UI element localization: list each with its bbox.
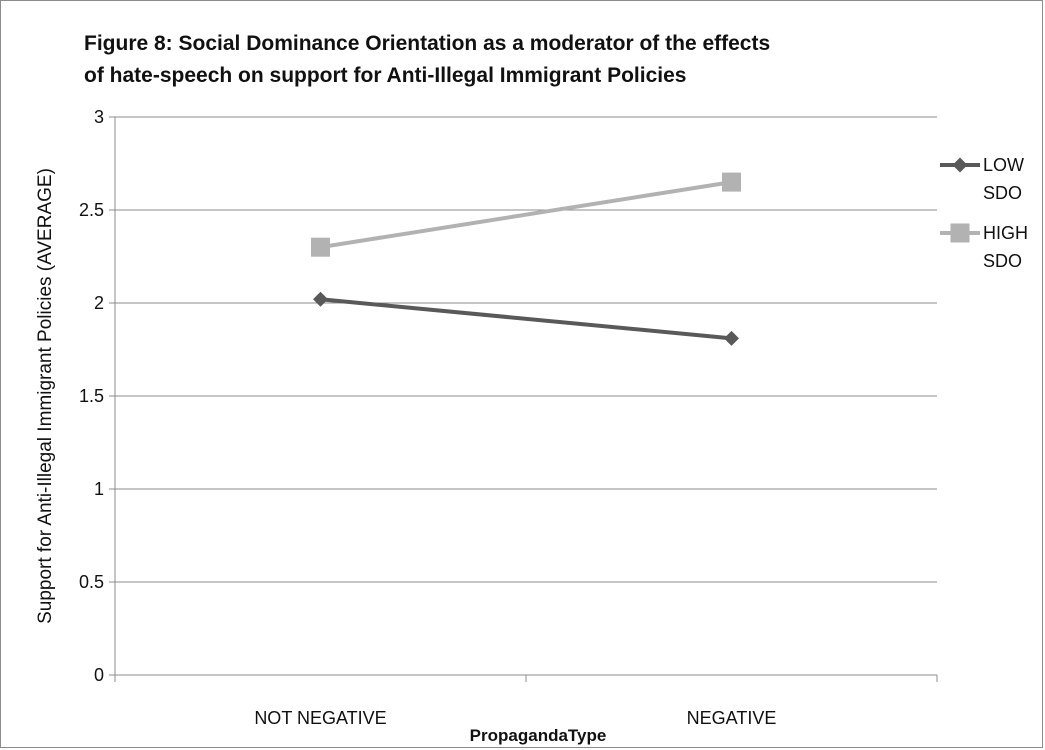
data-point-low-sdo — [724, 330, 739, 346]
legend-label-low-sdo: LOW — [983, 155, 1024, 175]
y-tick-label: 1.5 — [79, 386, 104, 406]
y-tick-label: 1 — [94, 479, 104, 499]
data-point-high-sdo — [311, 237, 330, 257]
x-axis-label: PropagandaType — [470, 726, 607, 745]
chart-title: Figure 8: Social Dominance Orientation a… — [84, 28, 984, 92]
y-tick-labels: 0 0.5 1 1.5 2 2.5 3 — [79, 107, 104, 685]
chart-title-line-2: of hate-speech on support for Anti-Illeg… — [84, 64, 687, 87]
gridlines — [115, 116, 937, 583]
x-tick-label: NEGATIVE — [687, 708, 777, 728]
y-axis-label: Support for Anti-Illegal Immigrant Polic… — [35, 168, 56, 624]
x-tick-labels: NOT NEGATIVE NEGATIVE — [254, 708, 776, 728]
series-line-high-sdo — [320, 180, 732, 250]
legend-label-high-sdo: HIGH — [983, 223, 1028, 243]
legend-marker-high-sdo — [950, 223, 970, 243]
y-tick-label: 2 — [94, 293, 104, 313]
y-tick-label: 0 — [94, 665, 104, 685]
x-tick-label: NOT NEGATIVE — [254, 708, 386, 728]
data-point-high-sdo — [722, 172, 741, 192]
y-tick-label: 0.5 — [79, 572, 104, 592]
series-line-low-sdo — [320, 297, 732, 341]
series-layer — [311, 172, 741, 346]
legend-label-low-sdo: SDO — [983, 183, 1022, 203]
y-tick-label: 2.5 — [79, 200, 104, 220]
legend-marker-low-sdo — [952, 157, 968, 173]
data-point-low-sdo — [313, 291, 328, 307]
axes — [109, 116, 938, 682]
legend: LOW SDO HIGH SDO — [940, 155, 1028, 271]
y-tick-label: 3 — [94, 107, 104, 127]
chart-title-line-1: Figure 8: Social Dominance Orientation a… — [84, 32, 771, 55]
legend-label-high-sdo: SDO — [983, 251, 1022, 271]
